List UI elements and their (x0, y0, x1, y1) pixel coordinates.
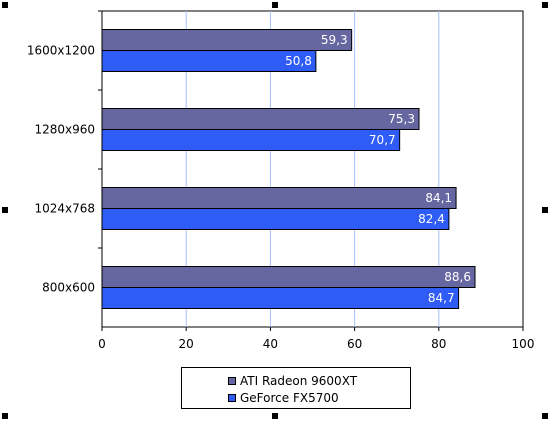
resize-handle-bottom-right[interactable] (542, 413, 548, 419)
legend-swatch-geforce (228, 394, 236, 402)
legend-swatch-ati (228, 377, 236, 385)
legend-item-ati: ATI Radeon 9600XT (228, 373, 357, 389)
bar-geforce (101, 287, 460, 309)
x-tick-label: 100 (512, 337, 535, 351)
x-tick-label: 20 (179, 337, 194, 351)
bar-ati (101, 266, 476, 288)
x-tick-label: 60 (347, 337, 362, 351)
bar-ati (101, 108, 420, 130)
legend-label-ati: ATI Radeon 9600XT (240, 374, 358, 388)
y-tick-label: 1024x768 (34, 202, 95, 216)
bar-ati (101, 187, 457, 209)
data-label: 84,1 (425, 191, 452, 205)
resize-handle-bottom-center[interactable] (272, 413, 278, 419)
data-label: 59,3 (321, 33, 348, 47)
resize-handle-top-right[interactable] (542, 2, 548, 8)
y-tick-label: 1280x960 (34, 123, 95, 137)
resize-handle-top-center[interactable] (272, 2, 278, 8)
x-tick-label: 80 (431, 337, 446, 351)
legend-label-geforce: GeForce FX5700 (240, 391, 339, 405)
data-label: 70,7 (369, 133, 396, 147)
data-label: 88,6 (444, 270, 471, 284)
x-tick-label: 0 (98, 337, 106, 351)
data-label: 84,7 (428, 291, 455, 305)
y-tick-label: 800x600 (42, 281, 95, 295)
x-tick-label: 40 (263, 337, 278, 351)
bar-geforce (101, 208, 450, 230)
bar-geforce (101, 50, 317, 72)
y-tick-label: 1600x1200 (27, 44, 95, 58)
resize-handle-middle-right[interactable] (542, 207, 548, 213)
bar-geforce (101, 129, 401, 151)
legend: ATI Radeon 9600XT GeForce FX5700 (181, 367, 411, 409)
bar-ati (101, 29, 353, 51)
data-label: 75,3 (388, 112, 415, 126)
data-label: 50,8 (285, 54, 312, 68)
resize-handle-bottom-left[interactable] (2, 413, 8, 419)
data-label: 82,4 (418, 212, 445, 226)
legend-item-geforce: GeForce FX5700 (228, 390, 339, 406)
resize-handle-top-left[interactable] (2, 2, 8, 8)
resize-handle-middle-left[interactable] (2, 207, 8, 213)
